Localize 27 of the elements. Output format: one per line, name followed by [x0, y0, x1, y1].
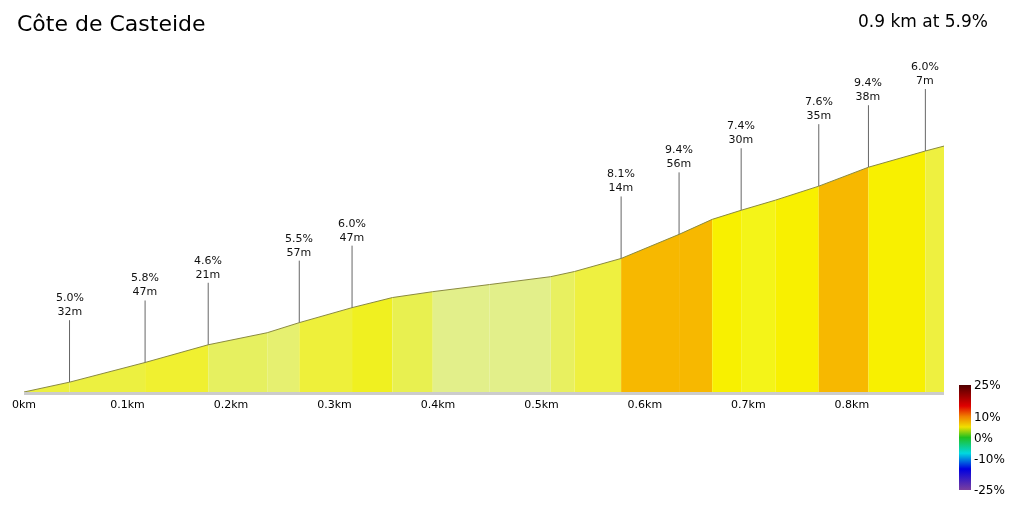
- annotation: 9.4% 38m: [854, 76, 882, 104]
- color-bar-label: -25%: [973, 483, 1005, 498]
- annotation: 9.4% 56m: [665, 143, 693, 171]
- annotation: 5.8% 47m: [131, 271, 159, 299]
- annotation: 5.5% 57m: [285, 232, 313, 260]
- chart-subtitle: 0.9 km at 5.9%: [858, 11, 988, 31]
- annotation: 7.6% 35m: [805, 95, 833, 123]
- color-bar-label: 0%: [973, 430, 993, 445]
- x-tick-label: 0.8km: [834, 398, 870, 412]
- x-tick-label: 0.6km: [627, 398, 663, 412]
- x-tick-label: 0km: [11, 398, 37, 412]
- annotation: 6.0% 7m: [911, 60, 939, 88]
- color-bar-label: 10%: [973, 409, 1001, 424]
- color-bar-label: -10%: [973, 451, 1005, 466]
- x-tick-label: 0.2km: [213, 398, 249, 412]
- x-tick-label: 0.5km: [524, 398, 559, 412]
- annotation: 4.6% 21m: [194, 254, 222, 282]
- x-tick-label: 0.7km: [731, 398, 766, 412]
- color-bar-label: 25%: [973, 378, 1001, 393]
- chart-title: Côte de Casteide: [17, 11, 206, 36]
- x-tick-label: 0.1km: [110, 398, 145, 412]
- annotation: 6.0% 47m: [338, 217, 366, 245]
- annotation: 8.1% 14m: [607, 167, 635, 195]
- x-tick-label: 0.3km: [317, 398, 352, 412]
- annotation: 7.4% 30m: [727, 119, 755, 147]
- x-tick-label: 0.4km: [420, 398, 456, 412]
- annotation: 5.0% 32m: [56, 291, 84, 319]
